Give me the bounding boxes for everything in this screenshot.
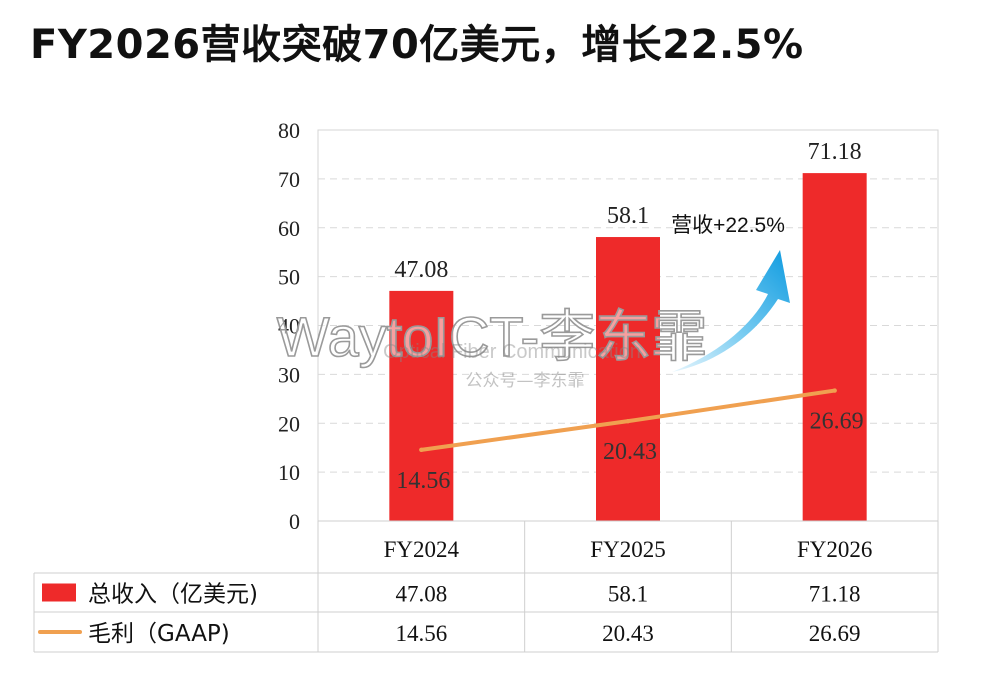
bar-FY2024	[389, 290, 454, 521]
bar-value-label: 58.1	[607, 203, 649, 229]
y-tick-label: 40	[278, 314, 300, 339]
y-tick-label: 10	[278, 460, 300, 485]
gross-profit-point	[625, 418, 631, 424]
table-cell-value: 71.18	[809, 582, 861, 607]
gross-profit-point	[419, 447, 424, 453]
y-axis-ticks: 0 10 20 30 40 50 60 70 80	[278, 118, 300, 534]
gross-profit-labels: 14.56 20.43 26.69	[396, 409, 863, 494]
bar-FY2025	[596, 237, 660, 521]
bar-value-label: 47.08	[394, 257, 448, 283]
legend-swatch-bar	[42, 583, 76, 602]
page-title: FY2026营收突破70亿美元，增长22.5%	[30, 22, 804, 68]
y-tick-label: 50	[278, 265, 300, 290]
x-category-label: FY2024	[384, 537, 460, 562]
table-cell-value: 26.69	[809, 621, 861, 646]
growth-annotation: 营收+22.5%	[671, 214, 785, 237]
gross-profit-value-label: 14.56	[396, 468, 450, 494]
legend-series-name: 总收入（亿美元)	[88, 582, 258, 608]
watermark-main: WaytoICT-李东霏	[277, 305, 707, 368]
y-tick-label: 80	[278, 118, 300, 143]
revenue-bar-labels: 47.08 58.1 71.18	[394, 139, 861, 283]
table-cell-value: 20.43	[602, 621, 654, 646]
growth-arrow-icon	[672, 250, 790, 372]
gross-profit-point	[832, 388, 837, 393]
gross-profit-line	[419, 388, 837, 453]
table-cell-value: 47.08	[395, 582, 447, 607]
y-tick-label: 60	[278, 216, 300, 241]
legend-series-name: 毛利（GAAP)	[88, 621, 230, 647]
gross-profit-value-label: 26.69	[810, 409, 864, 435]
table-cell-value: 14.56	[395, 621, 447, 646]
y-tick-label: 20	[278, 411, 300, 436]
x-category-label: FY2025	[590, 537, 665, 562]
watermark-sub2: 公众号—李东霏	[466, 371, 585, 391]
watermark-sub1: Optical Fiber Communication	[383, 341, 641, 363]
watermark: WaytoICT-李东霏 Optical Fiber Communication…	[276, 304, 708, 391]
data-table: FY2024 FY2025 FY2026 总收入（亿美元) 47.08 58.1 71.18…	[33, 520, 939, 653]
revenue-bars	[389, 173, 867, 521]
table-cell-value: 58.1	[608, 582, 648, 607]
y-tick-label: 70	[278, 167, 300, 192]
bar-value-label: 71.18	[808, 139, 862, 165]
y-tick-label: 30	[278, 362, 300, 387]
bar-FY2026	[802, 173, 867, 521]
gross-profit-value-label: 20.43	[603, 439, 657, 465]
y-tick-label: 0	[289, 509, 300, 534]
x-category-label: FY2026	[797, 537, 872, 562]
